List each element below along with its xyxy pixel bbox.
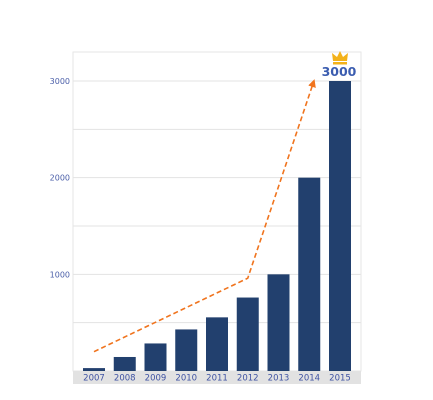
x-tick-label-2011: 2011 — [206, 374, 228, 384]
y-tick-label-1000: 1000 — [50, 270, 70, 279]
bar-2015 — [329, 81, 351, 371]
bar-2010 — [175, 329, 198, 371]
trend-arrow — [93, 79, 316, 353]
bar-2012 — [236, 297, 259, 371]
x-tick-label-2013: 2013 — [268, 374, 290, 384]
crown-icon — [332, 51, 348, 65]
x-tick-label-2008: 2008 — [114, 374, 136, 384]
x-tick-label-2015: 2015 — [329, 374, 351, 384]
bar-2009 — [144, 343, 167, 371]
bar-2014 — [298, 177, 321, 371]
x-tick-label-2009: 2009 — [145, 374, 167, 384]
y-tick-label-2000: 2000 — [50, 174, 70, 183]
peak-value-label: 3000 — [322, 64, 357, 79]
y-tick-label-3000: 3000 — [50, 77, 70, 86]
x-tick-label-2012: 2012 — [237, 374, 259, 384]
x-tick-label-2014: 2014 — [298, 374, 320, 384]
x-tick-label-2010: 2010 — [175, 374, 197, 384]
bar-2013 — [267, 274, 290, 371]
bar-2007 — [83, 368, 105, 371]
bar-2008 — [113, 356, 136, 371]
bar-2011 — [206, 317, 228, 371]
x-tick-label-2007: 2007 — [83, 374, 105, 384]
x-axis-strip — [73, 371, 361, 384]
